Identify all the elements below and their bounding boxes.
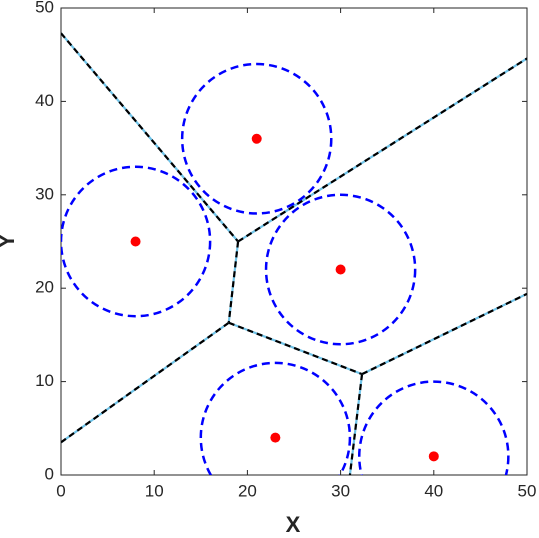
y-tick-label: 40 [35,91,54,110]
point [251,133,262,144]
edge [61,321,230,444]
edge [348,373,364,475]
circle [61,165,212,318]
y-tick-label: 0 [45,464,54,483]
y-tick-label: 10 [35,371,54,390]
circle [264,193,417,346]
x-tick-label: 50 [518,481,537,500]
circle [199,361,352,475]
x-tick-label: 10 [145,481,164,500]
x-axis-label: X [286,512,301,537]
x-tick-label: 30 [331,481,350,500]
plot [61,32,527,475]
y-tick-label: 50 [35,0,54,16]
edge [61,32,239,243]
edge [227,241,240,323]
point [335,264,346,275]
y-tick-label: 20 [35,278,54,297]
circle [358,380,510,475]
point [428,451,439,462]
x-tick-label: 0 [56,481,65,500]
y-axis-label: Y [0,233,19,248]
edge [361,292,527,376]
circle [180,62,333,215]
y-tick-label: 30 [35,184,54,203]
point [130,236,141,247]
point [270,432,281,443]
edge [228,321,363,376]
x-tick-label: 20 [238,481,257,500]
edge [237,57,527,243]
x-tick-label: 40 [424,481,443,500]
